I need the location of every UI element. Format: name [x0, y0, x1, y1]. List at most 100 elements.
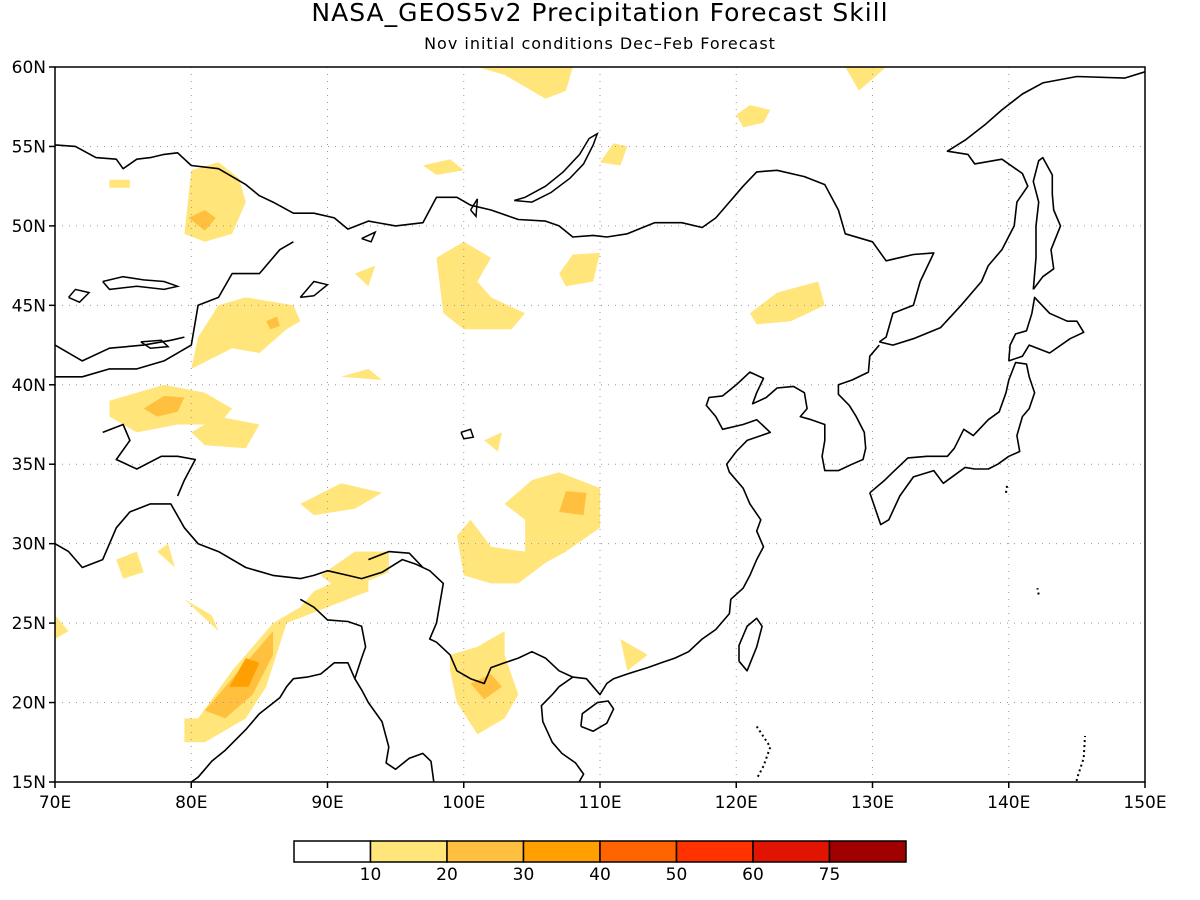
- colorbar-label: 10: [360, 865, 382, 885]
- map-subtitle: Nov initial conditions Dec–Feb Forecast: [424, 34, 776, 53]
- lon-tick-label: 150E: [1123, 793, 1166, 813]
- coastline: [55, 503, 574, 685]
- lon-tick-label: 70E: [39, 793, 71, 813]
- island-outline: [1075, 735, 1086, 782]
- lon-tick-label: 130E: [851, 793, 894, 813]
- longitude-ticks: 70E 80E 90E 100E 110E 120E 130E 140E 150E: [39, 782, 1167, 813]
- colorbar-label: 60: [742, 865, 764, 885]
- map-title: NASA_GEOS5v2 Precipitation Forecast Skil…: [311, 0, 889, 27]
- coastline: [1008, 296, 1085, 362]
- colorbar: 10 20 30 40 50 60 75: [293, 840, 907, 885]
- island-outline: [755, 725, 772, 780]
- colorbar-swatch: [522, 840, 601, 863]
- colorbar-label: 75: [819, 865, 841, 885]
- coastline: [190, 598, 367, 782]
- lat-tick-label: 50N: [12, 217, 46, 237]
- coastline: [368, 550, 424, 569]
- lat-tick-label: 35N: [12, 455, 46, 475]
- skill-region-20: [600, 143, 628, 166]
- skill-region-7: [559, 491, 587, 516]
- skill-region-0: [184, 567, 369, 743]
- lon-tick-label: 90E: [311, 793, 343, 813]
- skill-region-28: [484, 432, 502, 452]
- lon-tick-label: 140E: [987, 793, 1030, 813]
- skill-regions: [55, 67, 887, 743]
- lake-outline: [460, 428, 475, 440]
- lon-tick-label: 110E: [578, 793, 621, 813]
- skill-region-9: [143, 395, 185, 417]
- skill-region-2: [229, 658, 260, 687]
- skill-region-11: [191, 297, 301, 369]
- skill-region-18: [477, 67, 573, 99]
- lat-tick-label: 60N: [12, 58, 46, 78]
- coastline: [55, 144, 935, 343]
- lake-outline: [513, 131, 599, 203]
- skill-region-14: [188, 210, 216, 231]
- lake-outline: [68, 288, 91, 304]
- coastlines: [55, 71, 1145, 782]
- coastline: [572, 344, 880, 696]
- island-outline: [1036, 587, 1040, 595]
- skill-region-24: [320, 551, 389, 592]
- coastline: [540, 676, 585, 782]
- skill-region-29: [55, 615, 69, 639]
- skill-region-16: [559, 252, 600, 287]
- lon-tick-label: 120E: [715, 793, 758, 813]
- skill-region-21: [736, 105, 771, 128]
- skill-region-31: [341, 368, 382, 380]
- skill-region-26: [157, 543, 175, 568]
- gridlines: [55, 67, 1145, 782]
- lat-tick-label: 30N: [12, 535, 46, 555]
- colorbar-swatch: [293, 840, 372, 863]
- skill-region-19: [845, 67, 887, 91]
- coastline: [738, 617, 763, 672]
- colorbar-label: 20: [436, 865, 458, 885]
- coastline: [1032, 156, 1062, 290]
- lake-outline: [102, 275, 181, 291]
- coastline: [102, 423, 197, 497]
- lat-tick-label: 20N: [12, 694, 46, 714]
- skill-region-5: [470, 674, 502, 700]
- colorbar-label: 30: [513, 865, 535, 885]
- lat-tick-label: 15N: [12, 773, 46, 793]
- coastline: [879, 71, 1145, 346]
- skill-region-30: [109, 179, 130, 188]
- lat-tick-label: 25N: [12, 614, 46, 634]
- lake-outline: [469, 198, 479, 219]
- colorbar-swatch: [446, 840, 525, 863]
- skill-region-3: [184, 599, 219, 632]
- skill-region-25: [116, 551, 144, 579]
- skill-region-17: [749, 281, 825, 325]
- lat-tick-label: 40N: [12, 376, 46, 396]
- colorbar-label: 40: [589, 865, 611, 885]
- coastline: [869, 361, 1036, 526]
- skill-region-27: [620, 639, 648, 671]
- lake-outline: [361, 230, 377, 243]
- colorbar-swatch: [675, 840, 754, 863]
- coastline: [580, 700, 615, 733]
- skill-region-15: [436, 241, 526, 330]
- skill-region-23: [300, 483, 382, 516]
- lake-outline: [140, 339, 170, 349]
- skill-region-32: [354, 265, 376, 287]
- lake-outline: [299, 280, 330, 299]
- coastline: [55, 241, 294, 378]
- colorbar-swatch: [369, 840, 448, 863]
- lon-tick-label: 80E: [175, 793, 207, 813]
- lon-tick-label: 100E: [442, 793, 485, 813]
- colorbar-swatch: [828, 840, 907, 863]
- skill-region-6: [456, 472, 600, 584]
- lat-tick-label: 55N: [12, 137, 46, 157]
- island-outline: [1005, 483, 1009, 493]
- skill-region-13: [184, 162, 246, 242]
- skill-region-12: [266, 316, 280, 330]
- coastline: [354, 678, 435, 782]
- coastline: [55, 336, 185, 362]
- latitude-ticks: 15N 20N 25N 30N 35N 40N 45N 50N 55N 60N: [12, 58, 55, 793]
- lat-tick-label: 45N: [12, 296, 46, 316]
- colorbar-swatch: [752, 840, 831, 863]
- colorbar-swatch: [599, 840, 678, 863]
- skill-region-22: [422, 159, 464, 175]
- colorbar-label: 50: [666, 865, 688, 885]
